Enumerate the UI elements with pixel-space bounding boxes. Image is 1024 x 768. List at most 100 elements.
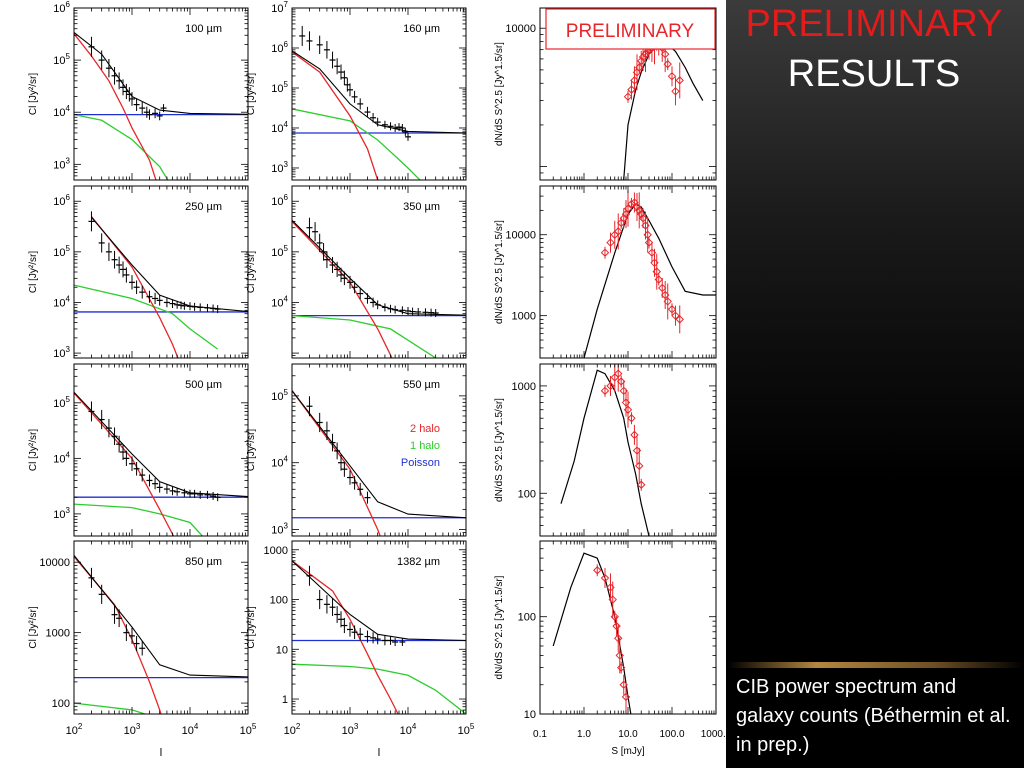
x-axis-label: l xyxy=(378,747,380,759)
band-label: 850 µm xyxy=(185,556,222,568)
panel-frame xyxy=(539,185,717,359)
count-point xyxy=(610,612,619,621)
x-tick-label: 1.0 xyxy=(577,729,591,740)
y-tick-label: 104 xyxy=(53,450,70,465)
total-model-line xyxy=(292,50,466,134)
count-point xyxy=(663,59,672,69)
plot-area xyxy=(552,552,632,714)
panel-frame xyxy=(291,363,467,537)
y-axis-label: dN/dS S^2.5 [Jy^1.5/sr] xyxy=(494,575,505,679)
panel-ps-9: 100 1000 10000 850 µm Cl [Jy²/sr] xyxy=(28,540,249,715)
x-tick-label: 100.0 xyxy=(659,729,684,740)
slide-title-line2: RESULTS xyxy=(787,53,961,95)
count-point xyxy=(667,71,677,81)
count-point xyxy=(606,381,615,391)
total-model-line xyxy=(292,390,466,519)
y-tick-label: 104 xyxy=(53,104,70,119)
count-point xyxy=(621,692,631,702)
total-model-line xyxy=(74,555,248,678)
band-label: 1382 µm xyxy=(397,556,440,568)
caption-divider xyxy=(728,662,1024,668)
panel-frame xyxy=(539,7,717,181)
y-tick-label: 105 xyxy=(53,244,70,259)
y-tick-label: 10 xyxy=(524,709,536,721)
count-point xyxy=(614,227,623,236)
y-tick-label: 1 xyxy=(282,694,288,706)
y-tick-label: 106 xyxy=(271,40,288,55)
count-point xyxy=(614,369,623,378)
count-point xyxy=(630,430,639,440)
y-axis-label: dN/dS S^2.5 [Jy^1.5/sr] xyxy=(494,42,505,146)
band-label: 550 µm xyxy=(403,379,440,391)
count-point xyxy=(616,377,626,386)
y-tick-label: 105 xyxy=(53,52,70,67)
y-tick-label: 105 xyxy=(271,244,288,259)
count-point xyxy=(612,621,621,631)
panel-frame xyxy=(73,185,249,359)
legend-entry: 1 halo xyxy=(410,440,440,452)
panel-frame xyxy=(539,540,717,715)
plot-area xyxy=(292,390,466,536)
band-label: 500 µm xyxy=(185,379,222,391)
panel-ps-6: 103 104 105 500 µm Cl [Jy²/sr] xyxy=(28,363,249,537)
y-tick-label: 1000 xyxy=(264,545,288,557)
count-model-line xyxy=(552,552,632,714)
panel-ps-10: 1 10 100 1000 1382 µm Cl [Jy²/sr] xyxy=(246,540,467,715)
y-axis-label: dN/dS S^2.5 [Jy^1.5/sr] xyxy=(494,220,505,324)
count-point xyxy=(623,92,633,101)
x-tick-label: 10.0 xyxy=(618,729,638,740)
count-point xyxy=(600,248,610,257)
y-tick-label: 1000 xyxy=(512,311,536,323)
count-point xyxy=(644,238,654,247)
y-tick-label: 103 xyxy=(271,522,288,537)
y-axis-label: dN/dS S^2.5 [Jy^1.5/sr] xyxy=(494,398,505,502)
count-point xyxy=(654,275,663,284)
count-point xyxy=(627,199,636,209)
y-tick-label: 10000 xyxy=(505,23,536,35)
count-point xyxy=(675,76,684,85)
one-halo-line xyxy=(74,702,148,714)
count-point xyxy=(608,595,617,604)
panel-ps-1: 103 104 105 106 107 160 µm Cl [Jy²/sr] xyxy=(246,0,467,181)
y-tick-label: 104 xyxy=(271,455,288,470)
band-label: 160 µm xyxy=(403,23,440,35)
count-point xyxy=(663,297,672,306)
total-model-line xyxy=(292,560,466,642)
x-axis-label: S [mJy] xyxy=(611,746,645,757)
band-label: 350 µm xyxy=(403,201,440,213)
y-tick-label: 104 xyxy=(271,120,288,135)
y-axis-label: Cl [Jy²/sr] xyxy=(28,606,39,648)
count-point xyxy=(615,651,624,660)
count-point xyxy=(627,85,636,94)
slide-caption: CIB power spectrum and galaxy counts (Bé… xyxy=(736,676,1011,756)
y-tick-label: 103 xyxy=(53,156,70,171)
y-tick-label: 100 xyxy=(52,698,70,710)
count-point xyxy=(675,315,684,324)
one-halo-line xyxy=(74,503,204,536)
y-tick-label: 106 xyxy=(53,0,70,15)
y-axis-label: Cl [Jy²/sr] xyxy=(28,251,39,293)
plot-area xyxy=(74,211,248,358)
band-label: 250 µm xyxy=(185,201,222,213)
y-axis-label: Cl [Jy²/sr] xyxy=(246,73,257,115)
y-axis-label: Cl [Jy²/sr] xyxy=(28,73,39,115)
y-tick-label: 105 xyxy=(271,80,288,95)
panel-frame xyxy=(291,185,467,359)
count-point xyxy=(614,634,623,643)
count-point xyxy=(652,267,661,276)
x-tick-label: 1000.0 xyxy=(701,729,726,740)
count-point xyxy=(637,209,646,219)
legend-entry: Poisson xyxy=(401,457,440,469)
count-point xyxy=(606,238,615,247)
count-point xyxy=(593,566,602,575)
plot-area xyxy=(74,31,248,180)
count-point xyxy=(623,405,633,414)
two-halo-line xyxy=(292,220,393,358)
y-tick-label: 10000 xyxy=(505,230,536,242)
legend-entry: 2 halo xyxy=(410,423,440,435)
panel-frame xyxy=(73,363,249,537)
y-tick-label: 103 xyxy=(271,160,288,175)
panel-counts-11: 10 100 dN/dS S^2.5 [Jy^1.5/sr] xyxy=(494,540,717,721)
x-tick-label: 0.1 xyxy=(533,729,547,740)
